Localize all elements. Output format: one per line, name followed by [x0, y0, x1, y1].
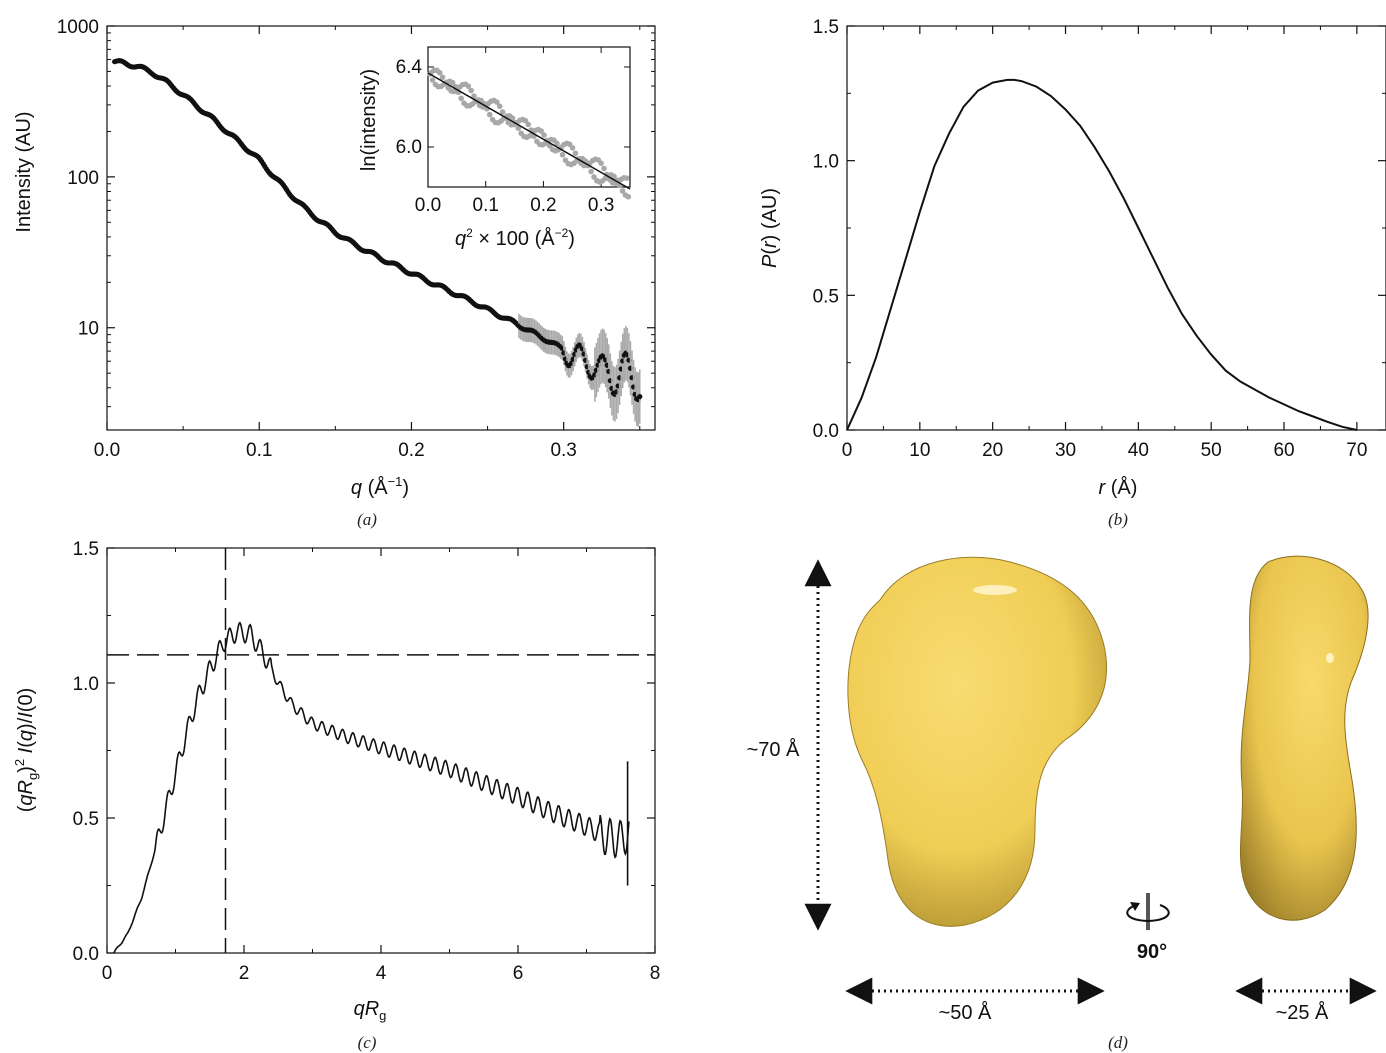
panel-b-caption: (b) — [1108, 510, 1128, 529]
panel-a-inset-y-label: ln(intensity) — [358, 69, 380, 171]
height-dimension-label: ~70 Å — [747, 738, 800, 761]
panel-a-inset-point — [458, 95, 464, 102]
panel-a-inset-x-label: q2 × 100 (Å−2) — [455, 226, 575, 250]
panel-c-y-tick-label: 0.0 — [73, 944, 99, 965]
rotation-icon — [1126, 893, 1170, 930]
panel-a-inset-point — [538, 128, 544, 134]
panel-a-inset-point — [465, 83, 472, 89]
panel-a-inset-x-tick-label: 0.1 — [473, 195, 499, 216]
panel-b-x-tick-label: 70 — [1346, 440, 1367, 461]
panel-d-model: ~70 Å ~50 Å ~25 Å 90° (d) — [747, 555, 1377, 1052]
panel-a-inset-point — [559, 151, 566, 158]
panel-a-inset-point — [429, 77, 436, 83]
panel-a-inset-point — [494, 99, 500, 105]
panel-a-inset: 0.0 0.1 0.2 0.3 6.0 6.4 — [396, 46, 632, 216]
panel-c-x-tick-label: 0 — [102, 963, 113, 984]
panel-b-y-axis-label: P(r) (AU) — [759, 188, 781, 268]
panel-a-inset-point — [572, 150, 579, 157]
panel-a-inset-frame — [427, 46, 631, 188]
panel-a-inset-point — [496, 103, 503, 110]
rotation-label: 90° — [1137, 941, 1167, 963]
panel-b-y-tick-label: 0.5 — [813, 286, 839, 307]
panel-a-x-tick-label: 0.1 — [246, 440, 272, 461]
panel-c-x-tick-label: 2 — [239, 963, 250, 984]
panel-c-chart: 0 2 4 6 8 0.0 0.5 1.0 1.5 (qRg)2 I(q)/I(0) qRg (… — [12, 539, 660, 1052]
panel-a-inset-point — [554, 140, 560, 147]
panel-a-inset-point — [436, 69, 443, 76]
panel-c-y-tick-label: 1.0 — [73, 674, 99, 695]
panel-b-x-axis-label: r (Å) — [1099, 476, 1138, 499]
panel-a-frame — [106, 25, 656, 431]
panel-b-y-tick-label: 1.0 — [813, 152, 839, 173]
panel-a-y-tick-label: 10 — [78, 319, 99, 340]
panel-a-inset-x-tick-label: 0.2 — [530, 195, 556, 216]
panel-a-x-tick-label: 0.0 — [94, 440, 120, 461]
panel-a-inset-point — [525, 121, 532, 128]
panel-c-y-tick-label: 0.5 — [73, 809, 99, 830]
panel-b-x-tick-label: 60 — [1273, 440, 1294, 461]
panel-d-caption: (d) — [1108, 1033, 1128, 1052]
panel-a-x-tick-label: 0.2 — [398, 440, 424, 461]
panel-a-inset-point — [449, 79, 456, 86]
panel-b-x-tick-label: 20 — [982, 440, 1003, 461]
panel-a-inset-y-tick-label: 6.0 — [396, 137, 422, 158]
panel-c-x-tick-label: 6 — [513, 963, 524, 984]
panel-c-x-tick-label: 4 — [376, 963, 387, 984]
panel-a-chart: 0.0 0.1 0.2 0.3 10 100 1000 Intensity (AU) q (… — [13, 17, 656, 529]
panel-a-inset-point — [624, 175, 630, 181]
panel-b-plot-area: 0 10 20 30 40 50 60 70 0.0 0.5 1.0 1.5 — [813, 17, 1386, 461]
panel-a-inset-point — [509, 115, 516, 121]
panel-c-y-tick-label: 1.5 — [73, 539, 99, 560]
panel-b-y-tick-label: 1.5 — [813, 17, 839, 38]
panel-a-data-point — [637, 393, 643, 400]
panel-a-x-tick-label: 0.3 — [550, 440, 576, 461]
width-dimension-label: ~50 Å — [939, 1001, 992, 1024]
panel-a-plot-area: 0.0 0.1 0.2 0.3 10 100 1000 — [57, 17, 656, 461]
panel-b-y-tick-label: 0.0 — [813, 421, 839, 442]
panel-a-inset-point — [588, 168, 594, 175]
panel-b-frame — [846, 25, 1386, 431]
panel-a-caption: (a) — [357, 510, 377, 529]
panel-a-inset-x-tick-label: 0.0 — [415, 195, 441, 216]
panel-b-x-tick-label: 50 — [1201, 440, 1222, 461]
panel-a-inset-point — [468, 87, 474, 94]
panel-a-y-tick-label: 100 — [67, 168, 99, 189]
panel-b-x-tick-label: 0 — [842, 440, 853, 461]
panel-a-inset-point — [611, 173, 617, 180]
panel-c-plot-area: 0 2 4 6 8 0.0 0.5 1.0 1.5 — [73, 539, 661, 984]
panel-b-x-tick-label: 40 — [1128, 440, 1149, 461]
panel-a-y-axis-label: Intensity (AU) — [13, 111, 35, 232]
panel-b-chart: 0 10 20 30 40 50 60 70 0.0 0.5 1.0 1.5 P(r) (AU) r … — [759, 17, 1386, 529]
panel-c-caption: (c) — [358, 1033, 377, 1052]
panel-c-x-axis-label: qRg — [354, 998, 387, 1023]
panel-c-y-axis-label: (qRg)2 I(q)/I(0) — [12, 688, 40, 813]
panel-a-inset-point — [598, 160, 604, 166]
model-front-highlight — [973, 585, 1017, 595]
panel-a-inset-point — [601, 165, 607, 172]
panel-a-inset-y-tick-label: 6.4 — [396, 57, 423, 78]
model-front-view — [847, 556, 1108, 927]
panel-a-inset-x-tick-label: 0.3 — [588, 195, 614, 216]
panel-a-inset-point — [625, 193, 632, 200]
panel-a-y-tick-label: 1000 — [57, 17, 99, 38]
panel-a-inset-point — [471, 93, 477, 99]
depth-dimension-label: ~25 Å — [1276, 1001, 1329, 1024]
panel-b-x-tick-label: 10 — [909, 440, 930, 461]
panel-a-x-axis-label: q (Å−1) — [351, 474, 409, 499]
panel-a-inset-point — [515, 125, 522, 131]
model-side-highlight — [1326, 653, 1334, 663]
panel-a-inset-fit-line — [427, 72, 631, 190]
panel-b-pr-curve — [846, 78, 1358, 431]
panel-c-kratky-curve — [113, 621, 630, 954]
panel-a-inset-point — [439, 74, 446, 81]
panel-c-x-tick-label: 8 — [650, 963, 661, 984]
panel-a-inset-point — [619, 188, 626, 194]
panel-a-inset-point — [569, 145, 576, 151]
panel-a-inset-point — [541, 132, 547, 138]
panel-a-inset-point — [499, 109, 506, 115]
panel-a-inset-point — [486, 111, 493, 118]
model-side-view — [1239, 555, 1369, 921]
panel-b-x-tick-label: 30 — [1055, 440, 1076, 461]
